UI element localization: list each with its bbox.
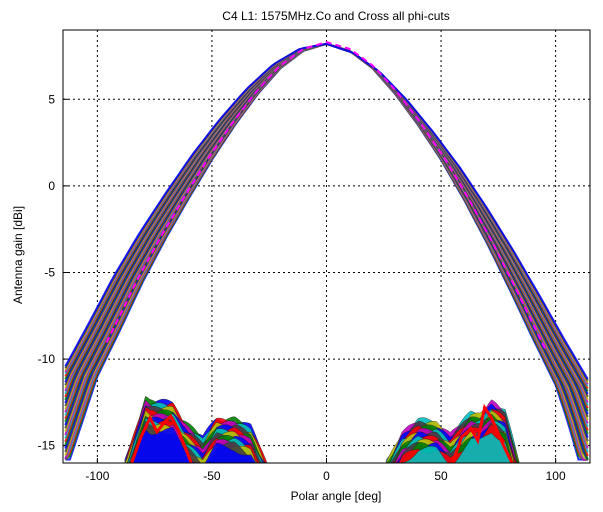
y-tick-label: -15: [38, 439, 56, 453]
x-tick-label: -100: [85, 469, 109, 483]
chart-title: C4 L1: 1575MHz.Co and Cross all phi-cuts: [222, 9, 449, 23]
co-polar-beam: [64, 41, 589, 461]
y-tick-labels: 5 0 -5 -10 -15: [38, 92, 56, 452]
x-tick-label: 100: [546, 469, 566, 483]
x-tick-label: 0: [323, 469, 330, 483]
phi-cut-line: [64, 42, 589, 380]
y-tick-label: -5: [44, 265, 55, 279]
highlighted-cuts: [130, 403, 514, 464]
grid-lines: [63, 30, 590, 463]
y-tick-label: 0: [48, 179, 55, 193]
x-tick-label: -50: [203, 469, 221, 483]
plot-frame: [62, 29, 591, 464]
highlighted-cross-cut: [130, 413, 193, 464]
y-axis-label: Antenna gain [dBi]: [11, 206, 25, 304]
y-tick-label: -10: [38, 352, 56, 366]
y-tick-label: 5: [48, 92, 55, 106]
highlighted-cross-cut: [451, 403, 514, 464]
x-tick-labels: -100 -50 0 50 100: [85, 469, 566, 483]
x-tick-label: 50: [434, 469, 448, 483]
dashed-phi-cut: [105, 41, 548, 352]
x-axis-label: Polar angle [deg]: [291, 489, 382, 503]
